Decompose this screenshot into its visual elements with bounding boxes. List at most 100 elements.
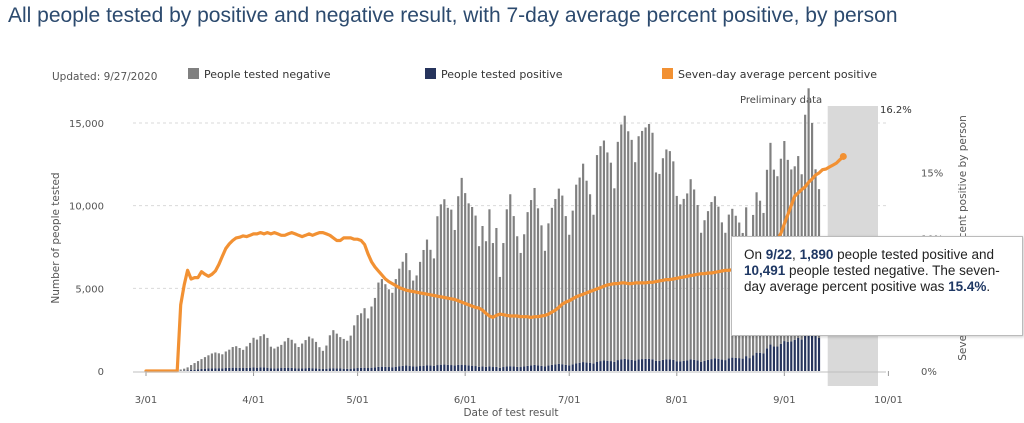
bar-negative [488,209,491,367]
bar-negative [585,180,588,363]
bar-negative [453,229,456,366]
bar-positive [207,368,210,371]
bar-positive [346,368,349,371]
bar-positive [661,359,664,371]
legend-positive-label[interactable]: People tested positive [441,68,563,81]
bar-negative [408,270,411,367]
bar-positive [460,364,463,371]
bar-negative [703,220,706,361]
bar-positive [748,358,751,371]
bar-positive [762,353,765,371]
bar-positive [547,365,550,371]
bar-positive [797,337,800,371]
bar-positive [703,360,706,371]
bar-positive [450,365,453,371]
bar-negative [679,204,682,362]
bar-positive [717,358,720,371]
bar-negative [335,333,338,369]
bar-negative [224,351,227,369]
bar-positive [283,367,286,371]
bar-negative [561,195,564,365]
bar-positive [533,364,536,371]
bar-positive [342,368,345,371]
bar-negative [377,282,380,367]
legend-negative-swatch [188,68,199,79]
bar-negative [276,346,279,369]
bar-negative [627,131,630,360]
bar-negative [599,146,602,362]
bar-negative [502,243,505,368]
y2-tick-label: 0% [921,367,937,378]
bar-positive [630,359,633,371]
bar-positive [713,358,717,371]
x-axis-title: Date of test result [463,407,558,419]
bar-positive [380,366,383,371]
bar-positive [186,370,189,371]
bar-positive [221,368,224,371]
bar-negative [658,173,661,361]
bar-positive [509,366,512,371]
bar-positive [693,359,696,371]
bar-negative [467,203,470,366]
bar-positive [606,360,609,371]
bar-positive [443,364,446,371]
tooltip-text-5: . [986,279,991,294]
bar-negative [717,206,720,359]
bar-negative [446,207,449,365]
bar-negative [217,353,220,369]
bar-negative [547,223,550,366]
bar-negative [696,205,699,361]
bar-negative [529,200,533,366]
tooltip-pct: 15.4% [948,279,987,294]
bar-positive [752,355,755,371]
bar-positive [210,368,213,371]
bar-positive [672,359,675,371]
bar-positive [758,352,762,371]
bar-positive [734,357,737,371]
bar-positive [582,362,585,371]
bar-positive [536,365,540,371]
bar-positive [203,368,207,371]
bars [176,88,821,371]
bar-positive [307,368,311,371]
legend-pct-label[interactable]: Seven-day average percent positive [678,68,877,81]
bar-negative [380,279,383,367]
bar-negative [609,162,612,362]
bar-positive [779,343,782,371]
bar-negative [207,355,210,369]
bar-negative [422,249,425,366]
bar-negative [221,354,224,369]
bar-negative [543,250,547,367]
bar-positive [540,365,543,371]
bar-negative [654,172,658,361]
bar-negative [203,357,207,369]
bar-positive [224,368,227,371]
bar-negative [724,232,727,361]
bar-positive [529,365,533,371]
legend-negative-label[interactable]: People tested negative [204,68,331,81]
bar-positive [314,368,318,371]
bar-negative [491,243,495,368]
bar-negative [370,306,373,368]
bar-negative [516,236,519,367]
bar-negative [464,193,467,366]
bar-positive [665,359,668,371]
x-tick-label: 8/01 [666,395,688,406]
bar-positive [481,366,484,371]
bar-negative [644,127,647,359]
bar-negative [321,350,325,370]
bar-negative [418,261,422,367]
y-tick-label: 0 [98,367,104,378]
bar-negative [575,184,578,364]
bar-negative [564,216,567,365]
bar-positive [290,367,293,371]
bar-negative [484,241,488,367]
bar-positive [429,365,432,371]
bar-negative [366,318,370,369]
bar-positive [741,358,744,371]
bar-negative [481,226,484,367]
bar-negative [699,232,703,362]
bar-positive [311,368,314,371]
tooltip-negative: 10,491 [744,263,786,278]
bar-positive [543,366,547,371]
